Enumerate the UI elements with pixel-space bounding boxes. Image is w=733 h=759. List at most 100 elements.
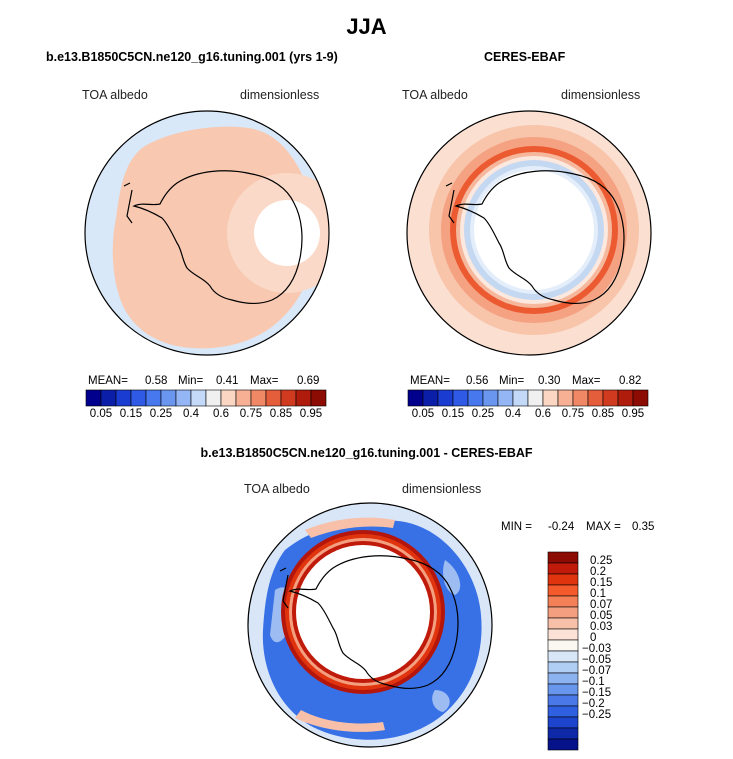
- colorbar-tick-label: 0.25: [471, 408, 495, 420]
- colorbar-swatch: [617, 389, 634, 407]
- colorbar-swatch: [422, 389, 439, 407]
- figure-title: JJA: [346, 14, 387, 39]
- obs-min-value: 0.30: [538, 375, 561, 387]
- colorbar-swatch: [547, 639, 579, 652]
- colorbar-swatch: [547, 617, 579, 630]
- colorbar-swatch: [547, 705, 579, 718]
- colorbar-tick-label: 0.15: [590, 577, 613, 589]
- diff-panel-title: b.e13.B1850C5CN.ne120_g16.tuning.001 - C…: [200, 446, 533, 460]
- colorbar-tick-label: 0.07: [590, 599, 613, 611]
- model-min-label: Min=: [178, 375, 204, 387]
- diff-colorbar: [547, 551, 579, 751]
- obs-colorbar-ticks: 0.05 0.15 0.25 0.4 0.6 0.75 0.85 0.95: [408, 408, 648, 422]
- colorbar-swatch: [547, 606, 579, 619]
- colorbar-swatch: [85, 389, 102, 407]
- colorbar-swatch: [547, 595, 579, 608]
- obs-variable-label: TOA albedo: [402, 88, 468, 102]
- colorbar-tick-label: 0.75: [239, 408, 263, 420]
- colorbar-swatch: [175, 389, 192, 407]
- colorbar-swatch: [527, 389, 544, 407]
- model-max-value: 0.69: [297, 375, 320, 387]
- colorbar-tick-label: 0.25: [590, 555, 613, 567]
- colorbar-swatch: [547, 650, 579, 663]
- obs-pole-white: [474, 170, 594, 290]
- colorbar-tick-label: 0.25: [149, 408, 173, 420]
- colorbar-swatch: [280, 389, 297, 407]
- colorbar-swatch: [220, 389, 237, 407]
- colorbar-swatch: [542, 389, 559, 407]
- colorbar-swatch: [115, 389, 132, 407]
- colorbar-swatch: [547, 551, 579, 564]
- colorbar-swatch: [547, 694, 579, 707]
- diff-variable-label: TOA albedo: [244, 482, 310, 496]
- colorbar-tick-label: −0.07: [582, 665, 612, 677]
- colorbar-swatch: [547, 716, 579, 729]
- colorbar-swatch: [250, 389, 267, 407]
- diff-max-value: 0.35: [632, 521, 655, 533]
- diff-min-value: -0.24: [548, 521, 575, 533]
- diff-units-label: dimensionless: [402, 482, 482, 496]
- colorbar-swatch: [482, 389, 499, 407]
- diff-antarctica-outline: [279, 555, 459, 690]
- colorbar-swatch: [130, 389, 147, 407]
- model-pole-white: [254, 200, 320, 266]
- colorbar-swatch: [160, 389, 177, 407]
- colorbar-tick-label: −0.15: [582, 687, 612, 699]
- colorbar-tick-label: −0.03: [582, 643, 612, 655]
- model-colorbar-ticks: 0.05 0.15 0.25 0.4 0.6 0.75 0.85 0.95: [86, 408, 326, 422]
- colorbar-swatch: [547, 727, 579, 740]
- colorbar-swatch: [437, 389, 454, 407]
- colorbar-tick-label: 0.95: [299, 408, 323, 420]
- colorbar-swatch: [547, 573, 579, 586]
- colorbar-swatch: [587, 389, 604, 407]
- colorbar-tick-label: 0.05: [411, 408, 435, 420]
- model-panel-title: b.e13.B1850C5CN.ne120_g16.tuning.001 (yr…: [46, 50, 338, 64]
- colorbar-swatch: [235, 389, 252, 407]
- colorbar-swatch: [547, 628, 579, 641]
- colorbar-swatch: [632, 389, 649, 407]
- diff-colorbar-ticks: 0.25 0.2 0.15 0.1 0.07 0.05 0.03 0 −0.03 −0.05 −0.…: [582, 552, 666, 750]
- model-mean-value: 0.58: [145, 375, 168, 387]
- diff-max-label: MAX =: [586, 521, 621, 533]
- colorbar-swatch: [205, 389, 222, 407]
- model-variable-label: TOA albedo: [82, 88, 148, 102]
- colorbar-swatch: [452, 389, 469, 407]
- colorbar-swatch: [547, 683, 579, 696]
- model-max-label: Max=: [250, 375, 279, 387]
- colorbar-tick-label: 0.95: [621, 408, 645, 420]
- colorbar-swatch: [547, 562, 579, 575]
- colorbar-swatch: [547, 738, 579, 751]
- colorbar-swatch: [295, 389, 312, 407]
- colorbar-tick-label: −0.05: [582, 654, 612, 666]
- obs-max-label: Max=: [572, 375, 601, 387]
- colorbar-tick-label: 0.03: [590, 621, 613, 633]
- colorbar-tick-label: 0.4: [183, 408, 199, 420]
- obs-antarctica-outline: [445, 170, 625, 305]
- colorbar-swatch: [497, 389, 514, 407]
- colorbar-swatch: [547, 661, 579, 674]
- obs-mean-value: 0.56: [466, 375, 489, 387]
- model-colorbar: [85, 389, 327, 407]
- colorbar-swatch: [512, 389, 529, 407]
- model-min-value: 0.41: [216, 375, 239, 387]
- colorbar-tick-label: −0.2: [582, 698, 605, 710]
- colorbar-tick-label: 0.1: [590, 588, 606, 600]
- colorbar-swatch: [265, 389, 282, 407]
- colorbar-tick-label: 0.2: [590, 566, 606, 578]
- obs-colorbar: [407, 389, 649, 407]
- colorbar-swatch: [572, 389, 589, 407]
- colorbar-swatch: [467, 389, 484, 407]
- colorbar-tick-label: 0.05: [590, 610, 613, 622]
- obs-map: [406, 110, 652, 356]
- colorbar-swatch: [547, 672, 579, 685]
- model-map: [84, 110, 330, 356]
- colorbar-tick-label: 0.6: [213, 408, 229, 420]
- model-antarctica-outline: [123, 170, 303, 305]
- obs-panel-title: CERES-EBAF: [484, 50, 566, 64]
- diff-min-label: MIN =: [501, 521, 532, 533]
- colorbar-tick-label: −0.1: [582, 676, 605, 688]
- obs-min-label: Min=: [499, 375, 525, 387]
- colorbar-swatch: [407, 389, 424, 407]
- model-units-label: dimensionless: [240, 88, 320, 102]
- diff-pole-white: [296, 545, 430, 679]
